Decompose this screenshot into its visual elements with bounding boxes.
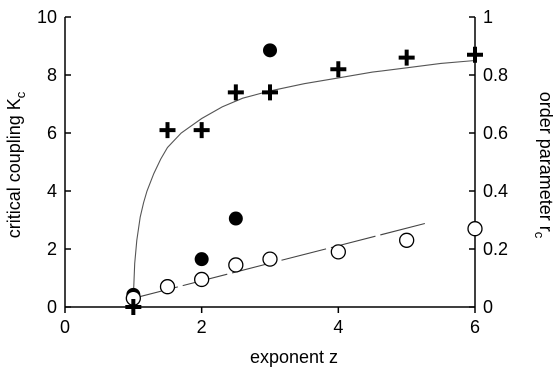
- y-left-tick-label: 4: [47, 181, 57, 201]
- y-axis-right-title: order parameter rc: [532, 92, 553, 239]
- plus-point: [330, 61, 347, 78]
- plus-point: [262, 84, 278, 101]
- filled-circle-point: [228, 211, 243, 226]
- plus-point: [159, 122, 176, 139]
- y-right-tick-label: 0: [483, 297, 493, 317]
- y-left-tick-label: 6: [47, 123, 57, 143]
- y-right-tick-label: 0.2: [483, 239, 508, 259]
- series-lines: [132, 59, 476, 299]
- y-axis-left-title-sub: c: [13, 91, 28, 98]
- filled-circle-point: [194, 252, 209, 267]
- dashed-fit-line: [133, 222, 428, 299]
- y-right-tick-label: 1: [483, 7, 493, 27]
- open-circle-point: [159, 279, 176, 295]
- y-right-tick-label: 0.8: [483, 65, 508, 85]
- open-circle-point: [330, 244, 346, 260]
- filled-circle-point: [263, 43, 277, 58]
- y-axis-left-title-main: critical coupling K: [4, 98, 24, 238]
- plus-point: [125, 299, 142, 315]
- y-axis-right-title-sub: c: [532, 232, 547, 239]
- open-circle-point: [228, 257, 244, 273]
- y-right-tick-label: 0.6: [483, 123, 508, 143]
- plus-point: [193, 122, 210, 139]
- x-tick-label: 0: [60, 317, 70, 337]
- open-circle-point: [399, 232, 415, 248]
- solid-fit-curve: [132, 59, 476, 299]
- series-markers: [125, 43, 483, 315]
- x-tick-label: 2: [197, 317, 207, 337]
- y-left-tick-label: 0: [47, 297, 57, 317]
- y-left-tick-label: 2: [47, 239, 57, 259]
- open-circle-point: [194, 271, 210, 288]
- x-tick-label: 6: [470, 317, 480, 337]
- plus-point: [467, 46, 483, 63]
- y-axis-left-title: critical coupling Kc: [4, 91, 28, 238]
- y-left-tick-label: 8: [47, 65, 57, 85]
- x-axis-title: exponent z: [250, 347, 338, 367]
- x-tick-label: 4: [333, 317, 343, 337]
- y-left-tick-label: 10: [37, 7, 57, 27]
- plus-point: [227, 84, 244, 101]
- open-circle-point: [467, 221, 483, 237]
- y-right-tick-label: 0.4: [483, 181, 508, 201]
- open-circle-point: [262, 251, 278, 267]
- y-axis-right-title-main: order parameter r: [536, 92, 553, 232]
- plus-point: [398, 49, 415, 66]
